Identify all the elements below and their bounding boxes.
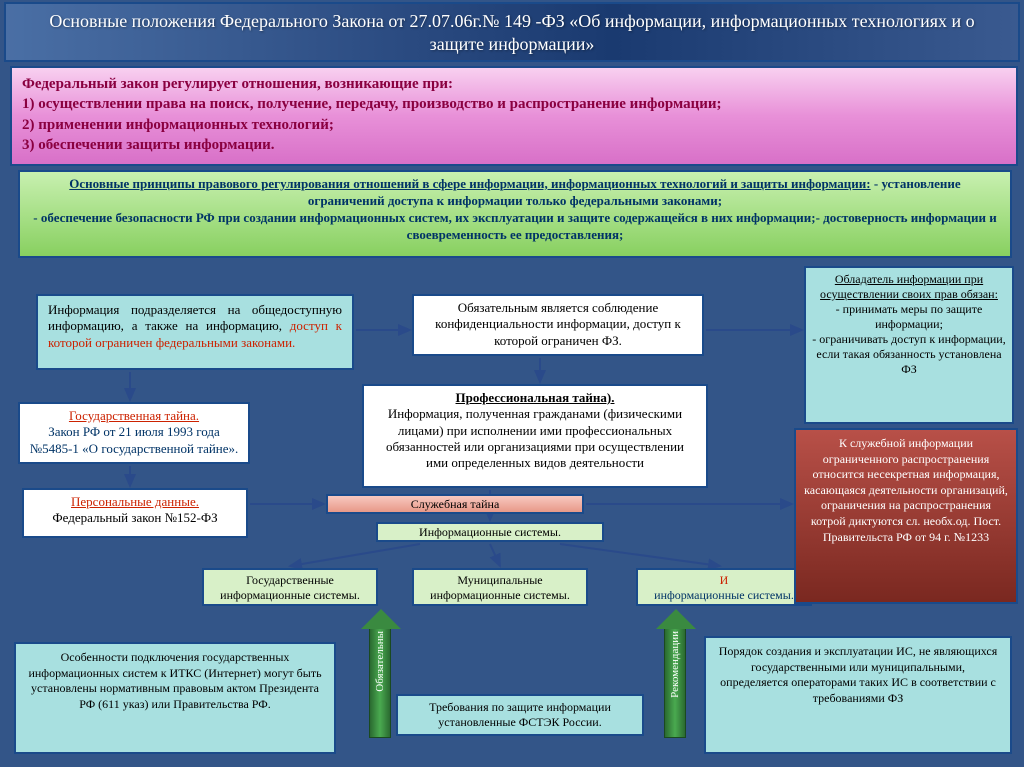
info-subdivision-box: Информация подразделяется на общедоступн… [36, 294, 354, 370]
holder-duties-box: Обладатель информации при осуществлении … [804, 266, 1014, 424]
reg-line: Федеральный закон регулирует отношения, … [22, 74, 1006, 94]
heading: Обладатель информации при осуществлении … [820, 272, 998, 301]
service-secret-box: Служебная тайна [326, 494, 584, 514]
reg-line: 3) обеспечении защиты информации. [22, 135, 1006, 155]
state-secret-box: Государственная тайна. Закон РФ от 21 ию… [18, 402, 250, 464]
principles-line: Основные принципы правового регулировани… [32, 176, 998, 210]
gov-is-box: Государственные информационные системы. [202, 568, 378, 606]
principles-line: - обеспечение безопасности РФ при создан… [32, 210, 998, 244]
fstek-requirements-box: Требования по защите информации установл… [396, 694, 644, 736]
confidentiality-box: Обязательным является соблюдение конфиде… [412, 294, 704, 356]
info-systems-box: Информационные системы. [376, 522, 604, 542]
slide-title: Основные положения Федерального Закона о… [4, 2, 1020, 62]
item: - принимать меры по защите информации; [836, 302, 983, 331]
heading: Профессиональная тайна). [456, 390, 615, 405]
connection-features-box: Особенности подключения государственных … [14, 642, 336, 754]
arrow-recommendations: Рекомендации [664, 626, 686, 738]
professional-secret-box: Профессиональная тайна). Информация, пол… [362, 384, 708, 488]
heading: Персональные данные. [71, 494, 199, 509]
service-info-box: К служебной информации ограниченного рас… [794, 428, 1018, 604]
arrow-label: Рекомендации [669, 631, 681, 698]
body: Закон РФ от 21 июля 1993 года №5485-1 «О… [30, 424, 239, 455]
reg-line: 1) осуществлении права на поиск, получен… [22, 94, 1006, 114]
item: - ограничивать доступ к информации, если… [812, 332, 1005, 376]
creation-procedure-box: Порядок создания и эксплуатации ИС, не я… [704, 636, 1012, 754]
arrow-mandatory: Обязательны [369, 626, 391, 738]
body: Федеральный закон №152-ФЗ [52, 510, 217, 525]
arrow-label: Обязательны [374, 631, 386, 692]
heading: Государственная тайна. [69, 408, 199, 423]
reg-line: 2) применении информационных технологий; [22, 115, 1006, 135]
principles-block: Основные принципы правового регулировани… [18, 170, 1012, 258]
text-red: И [720, 573, 729, 587]
body: Информация, полученная гражданами (физич… [386, 406, 684, 470]
municipal-is-box: Муниципальные информационные системы. [412, 568, 588, 606]
personal-data-box: Персональные данные. Федеральный закон №… [22, 488, 248, 538]
regulates-block: Федеральный закон регулирует отношения, … [10, 66, 1018, 166]
text: информационные системы. [654, 588, 794, 602]
other-is-box: И информационные системы. [636, 568, 812, 606]
